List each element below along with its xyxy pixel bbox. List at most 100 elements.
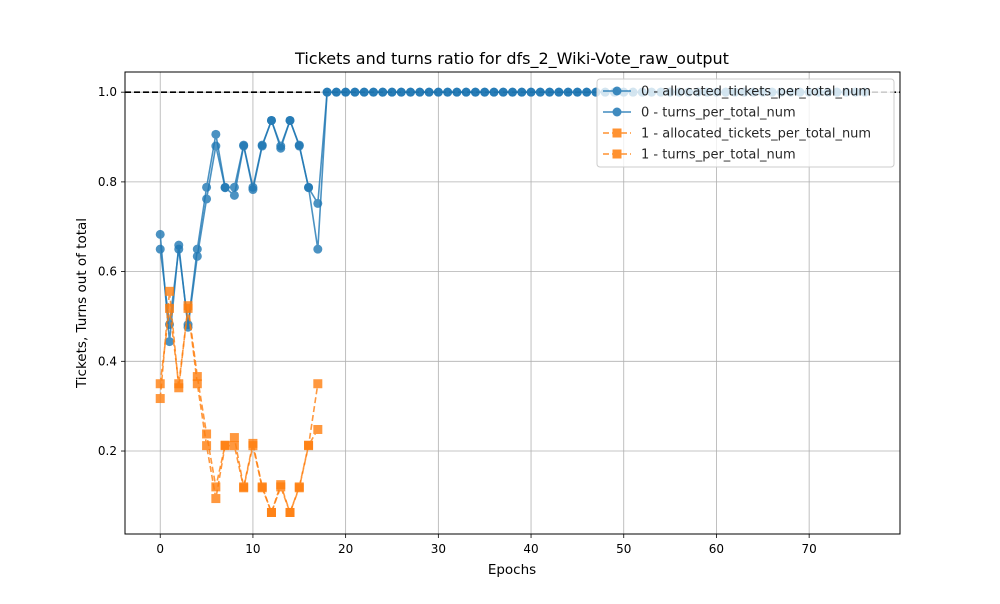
data-point <box>266 115 276 125</box>
y-axis-label: Tickets, Turns out of total <box>74 218 90 389</box>
y-tick-label: 0.6 <box>98 265 117 279</box>
data-point <box>470 87 480 97</box>
data-point <box>285 507 295 517</box>
legend-marker <box>612 86 622 96</box>
data-point <box>359 87 369 97</box>
data-point <box>202 429 212 439</box>
data-point <box>313 244 323 254</box>
legend: 0 - allocated_tickets_per_total_num 0 - t… <box>596 78 895 168</box>
data-point <box>526 87 536 97</box>
series-line <box>159 308 319 515</box>
data-point <box>155 229 165 239</box>
data-point <box>341 87 351 97</box>
data-point <box>229 182 239 192</box>
data-point <box>461 87 471 97</box>
legend-item: 1 - allocated_tickets_per_total_num <box>603 127 871 142</box>
data-point <box>387 87 397 97</box>
y-tick-label: 0.4 <box>98 354 117 368</box>
legend-label: 0 - turns_per_total_num <box>641 106 796 121</box>
data-point <box>563 87 573 97</box>
data-point <box>211 129 221 139</box>
data-point <box>276 480 286 490</box>
y-tick-label: 1.0 <box>98 85 117 99</box>
data-point <box>183 303 193 313</box>
data-point <box>155 379 165 389</box>
data-point <box>396 87 406 97</box>
data-point <box>313 379 323 389</box>
data-point <box>164 303 174 313</box>
data-point <box>229 190 239 200</box>
data-point <box>174 244 184 254</box>
data-point <box>229 441 239 451</box>
data-point <box>489 87 499 97</box>
data-point <box>582 87 592 97</box>
data-point <box>350 87 360 97</box>
x-tick-label: 0 <box>156 542 164 556</box>
data-point <box>155 394 165 404</box>
series-3 <box>155 303 323 517</box>
data-point <box>304 441 314 451</box>
data-point <box>192 244 202 254</box>
legend-marker <box>612 107 622 117</box>
data-point <box>368 87 378 97</box>
x-tick-label: 10 <box>245 542 260 556</box>
data-point <box>164 337 174 347</box>
legend-label: 1 - allocated_tickets_per_total_num <box>641 127 871 142</box>
y-tick-label: 0.8 <box>98 175 117 189</box>
data-point <box>229 433 239 443</box>
data-point <box>545 87 555 97</box>
data-point <box>331 87 341 97</box>
data-point <box>211 482 221 492</box>
data-point <box>164 286 174 296</box>
data-point <box>257 483 267 493</box>
data-point <box>443 87 453 97</box>
data-point <box>192 251 202 261</box>
data-point <box>572 87 582 97</box>
data-point <box>266 507 276 517</box>
data-point <box>322 87 332 97</box>
data-point <box>211 494 221 504</box>
data-point <box>202 441 212 451</box>
legend-box <box>596 78 895 168</box>
data-point <box>220 182 230 192</box>
data-point <box>406 87 416 97</box>
data-point <box>248 441 258 451</box>
data-point <box>257 140 267 150</box>
data-point <box>174 379 184 389</box>
x-tick-label: 40 <box>523 542 538 556</box>
data-point <box>239 483 249 493</box>
legend-item: 1 - turns_per_total_num <box>603 148 796 163</box>
x-tick-label: 50 <box>616 542 631 556</box>
legend-item: 0 - allocated_tickets_per_total_num <box>603 85 871 100</box>
y-axis-ticks: 0.2 0.4 0.6 0.8 1.0 <box>98 85 125 458</box>
data-point <box>313 424 323 434</box>
data-point <box>294 483 304 493</box>
data-point <box>498 87 508 97</box>
data-point <box>202 194 212 204</box>
data-point <box>192 379 202 389</box>
x-tick-label: 30 <box>431 542 446 556</box>
x-tick-label: 70 <box>802 542 817 556</box>
data-point <box>508 87 517 97</box>
legend-marker <box>612 128 622 138</box>
data-point <box>378 87 388 97</box>
data-point <box>220 441 230 451</box>
plot-frame <box>124 71 901 535</box>
x-axis-label: Epochs <box>488 562 536 578</box>
data-point <box>452 87 462 97</box>
chart-title: Tickets and turns ratio for dfs_2_Wiki-V… <box>294 49 729 69</box>
data-point <box>276 143 286 153</box>
legend-label: 0 - allocated_tickets_per_total_num <box>641 85 871 100</box>
data-point <box>304 182 314 192</box>
data-point <box>239 140 249 150</box>
y-tick-label: 0.2 <box>98 444 117 458</box>
x-tick-label: 20 <box>338 542 353 556</box>
data-point <box>517 87 527 97</box>
data-point <box>424 87 434 97</box>
x-axis-ticks: 0 10 20 30 40 50 60 70 <box>156 534 817 556</box>
data-point <box>415 87 425 97</box>
legend-label: 1 - turns_per_total_num <box>641 148 796 163</box>
data-point <box>294 140 304 150</box>
legend-marker <box>612 149 622 159</box>
